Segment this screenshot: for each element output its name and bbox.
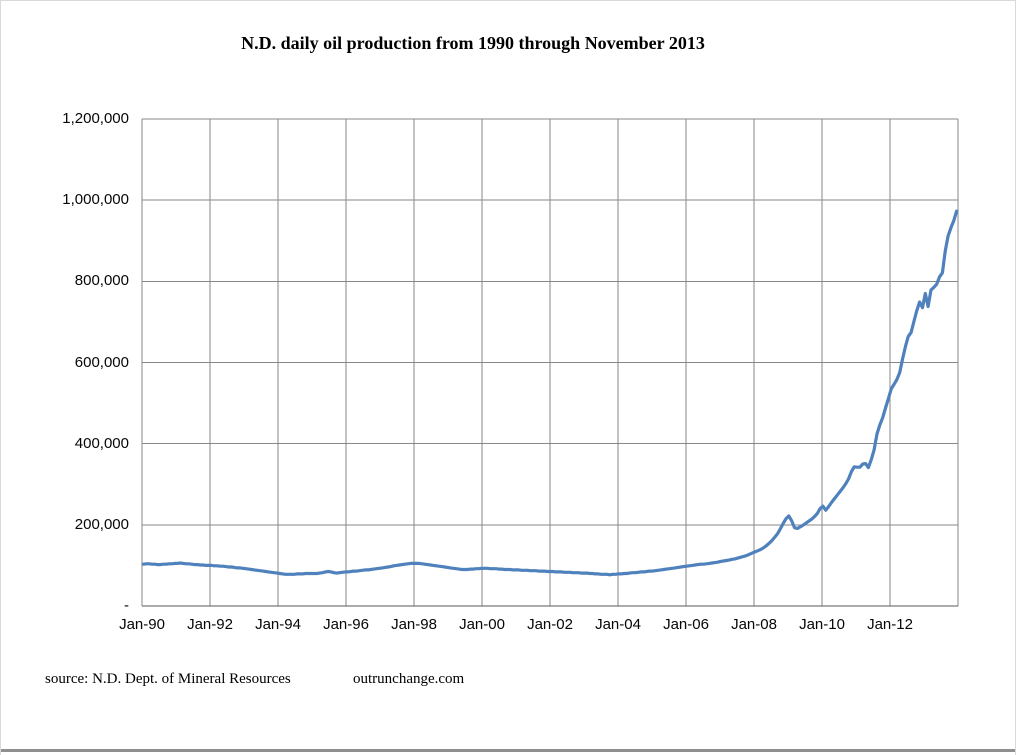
y-axis-tick-label: 1,200,000 — [62, 110, 129, 127]
x-axis-tick-label: Jan-90 — [119, 616, 165, 633]
y-axis-tick-label: - — [124, 597, 129, 614]
x-axis-tick-label: Jan-10 — [799, 616, 845, 633]
x-axis-tick-label: Jan-98 — [391, 616, 437, 633]
y-axis-tick-label: 600,000 — [74, 353, 129, 371]
chart-title: N.D. daily oil production from 1990 thro… — [241, 33, 705, 53]
y-axis-tick-label: 1,000,000 — [62, 191, 129, 209]
x-axis-tick-label: Jan-04 — [595, 616, 641, 633]
x-axis-tick-label: Jan-06 — [663, 616, 709, 633]
y-axis-tick-label: 200,000 — [74, 515, 129, 533]
x-axis-tick-label: Jan-08 — [731, 616, 777, 633]
x-axis-tick-label: Jan-00 — [459, 616, 505, 633]
x-axis-tick-label: Jan-12 — [867, 616, 913, 633]
website-note: outrunchange.com — [353, 671, 465, 687]
x-axis-tick-label: Jan-94 — [255, 616, 301, 633]
x-axis-tick-label: Jan-02 — [527, 616, 573, 633]
source-note: source: N.D. Dept. of Mineral Resources — [45, 671, 291, 687]
y-axis-tick-label: 800,000 — [74, 272, 129, 290]
bottom-border — [1, 749, 1015, 752]
x-axis-tick-label: Jan-96 — [323, 616, 369, 633]
y-axis-tick-label: 400,000 — [74, 434, 129, 452]
production-line-series — [141, 209, 959, 577]
x-axis-tick-label: Jan-92 — [187, 616, 233, 633]
